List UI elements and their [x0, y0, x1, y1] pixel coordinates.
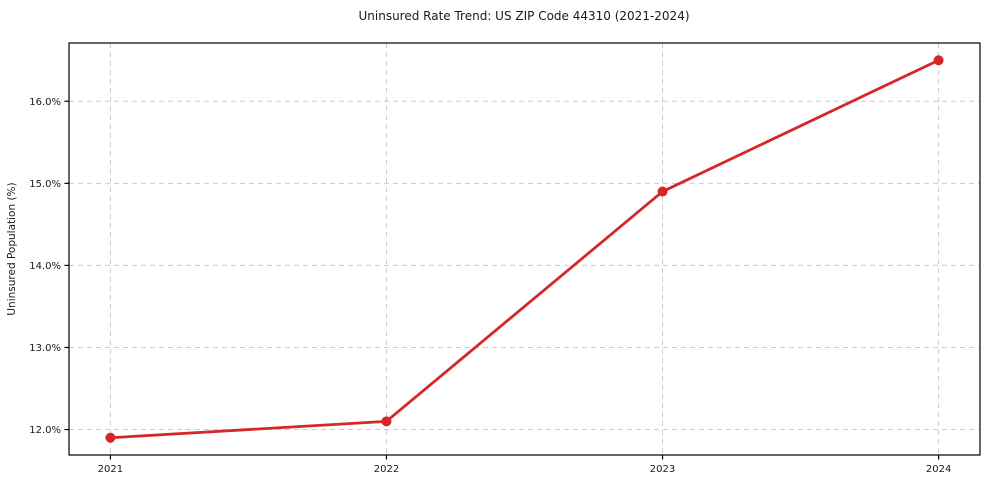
y-tick-label: 13.0% [29, 343, 61, 354]
x-tick-label: 2021 [98, 464, 123, 475]
data-point-marker [105, 432, 116, 443]
y-axis-label: Uninsured Population (%) [6, 182, 18, 315]
series-layer [105, 55, 944, 443]
y-tick-label: 12.0% [29, 425, 61, 436]
plot-border [68, 42, 981, 456]
data-point-marker [933, 55, 944, 66]
grid-layer [69, 43, 980, 455]
axis-layer: 12.0% 13.0% 14.0% 15.0% 16.0% 2021 2022 2023 202… [29, 97, 951, 475]
trend-line [109, 58, 940, 440]
x-tick-label: 2023 [650, 464, 675, 475]
y-tick-label: 16.0% [29, 97, 61, 108]
y-tick-label: 15.0% [29, 179, 61, 190]
data-point-marker [657, 186, 668, 197]
x-tick-label: 2022 [374, 464, 399, 475]
y-tick-label: 14.0% [29, 261, 61, 272]
chart-title: Uninsured Rate Trend: US ZIP Code 44310 … [358, 9, 689, 23]
data-point-marker [381, 416, 392, 427]
x-tick-label: 2024 [926, 464, 951, 475]
